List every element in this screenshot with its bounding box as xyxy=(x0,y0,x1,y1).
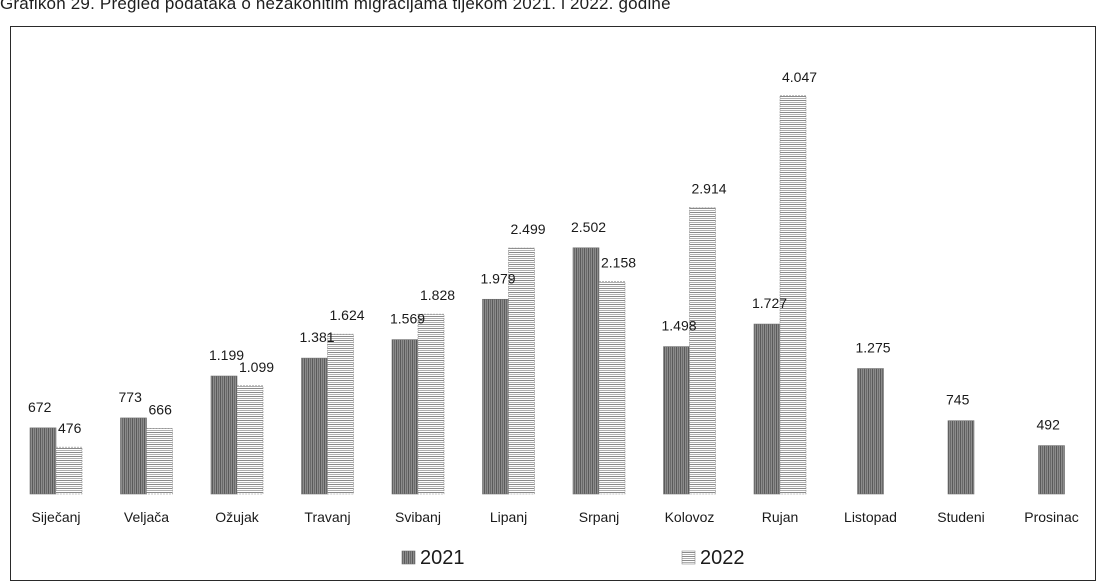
category-label-Studeni: Studeni xyxy=(937,509,984,525)
bar-2021-Travanj xyxy=(301,357,328,495)
bar-2021-Kolovoz xyxy=(663,346,690,495)
category-label-Lipanj: Lipanj xyxy=(490,509,527,525)
category-label-Srpanj: Srpanj xyxy=(579,509,619,525)
data-label-2021-Travanj: 1.381 xyxy=(300,329,335,345)
legend-swatch-2022 xyxy=(681,550,696,565)
bar-2022-Veljača xyxy=(146,428,173,495)
bar-2021-Rujan xyxy=(753,323,781,495)
data-label-2022-Rujan: 4.047 xyxy=(782,69,817,85)
category-label-Ožujak: Ožujak xyxy=(215,509,260,525)
data-label-2022-Travanj: 1.624 xyxy=(330,307,365,323)
bar-2021-Studeni xyxy=(947,420,975,495)
legend-label-2021: 2021 xyxy=(420,547,465,569)
category-label-Siječanj: Siječanj xyxy=(31,509,80,525)
data-label-2022-Lipanj: 2.499 xyxy=(511,221,546,237)
legend-label-2022: 2022 xyxy=(700,547,745,569)
bar-2022-Kolovoz xyxy=(689,206,716,495)
category-label-Listopad: Listopad xyxy=(844,509,897,525)
bar-2022-Svibanj xyxy=(417,313,445,495)
bar-2022-Ožujak xyxy=(236,385,264,495)
chart-frame xyxy=(10,26,1096,581)
data-label-2021-Lipanj: 1.979 xyxy=(481,270,516,286)
category-label-Svibanj: Svibanj xyxy=(395,509,441,525)
bar-2021-Listopad xyxy=(857,368,884,495)
data-label-2021-Siječanj: 672 xyxy=(28,399,52,415)
legend-swatch-2021 xyxy=(401,550,416,565)
chart-caption: Grafikon 29. Pregled podataka o nezakoni… xyxy=(0,0,671,13)
data-label-2022-Kolovoz: 2.914 xyxy=(692,180,727,196)
data-label-2021-Studeni: 745 xyxy=(946,392,970,408)
data-label-2021-Rujan: 1.727 xyxy=(752,295,787,311)
data-label-2021-Veljača: 773 xyxy=(119,389,143,405)
data-label-2022-Ožujak: 1.099 xyxy=(239,359,274,375)
category-label-Rujan: Rujan xyxy=(762,509,799,525)
data-label-2022-Siječanj: 476 xyxy=(58,420,82,436)
data-label-2021-Svibanj: 1.569 xyxy=(390,311,425,327)
bar-2022-Siječanj xyxy=(55,446,83,495)
data-label-2021-Listopad: 1.275 xyxy=(856,340,891,356)
category-label-Kolovoz: Kolovoz xyxy=(665,509,715,525)
bar-2021-Siječanj xyxy=(29,427,57,495)
category-label-Veljača: Veljača xyxy=(124,509,169,525)
data-label-2021-Prosinac: 492 xyxy=(1037,417,1061,433)
bar-2021-Veljača xyxy=(120,417,147,495)
category-label-Prosinac: Prosinac xyxy=(1024,509,1078,525)
bar-2022-Srpanj xyxy=(598,281,626,495)
bar-2022-Travanj xyxy=(327,333,354,495)
bar-2021-Prosinac xyxy=(1038,445,1065,495)
bar-2021-Lipanj xyxy=(482,298,509,495)
data-label-2022-Svibanj: 1.828 xyxy=(420,287,455,303)
bar-2021-Srpanj xyxy=(572,247,600,495)
data-label-2021-Srpanj: 2.502 xyxy=(571,219,606,235)
bar-2021-Svibanj xyxy=(391,339,419,495)
category-label-Travanj: Travanj xyxy=(304,509,350,525)
data-label-2021-Ožujak: 1.199 xyxy=(209,347,244,363)
data-label-2022-Veljača: 666 xyxy=(149,401,173,417)
data-label-2021-Kolovoz: 1.498 xyxy=(662,318,697,334)
data-label-2022-Srpanj: 2.158 xyxy=(601,255,636,271)
bar-2022-Lipanj xyxy=(508,247,535,495)
bar-2022-Rujan xyxy=(779,95,807,495)
bar-2021-Ožujak xyxy=(210,375,238,495)
